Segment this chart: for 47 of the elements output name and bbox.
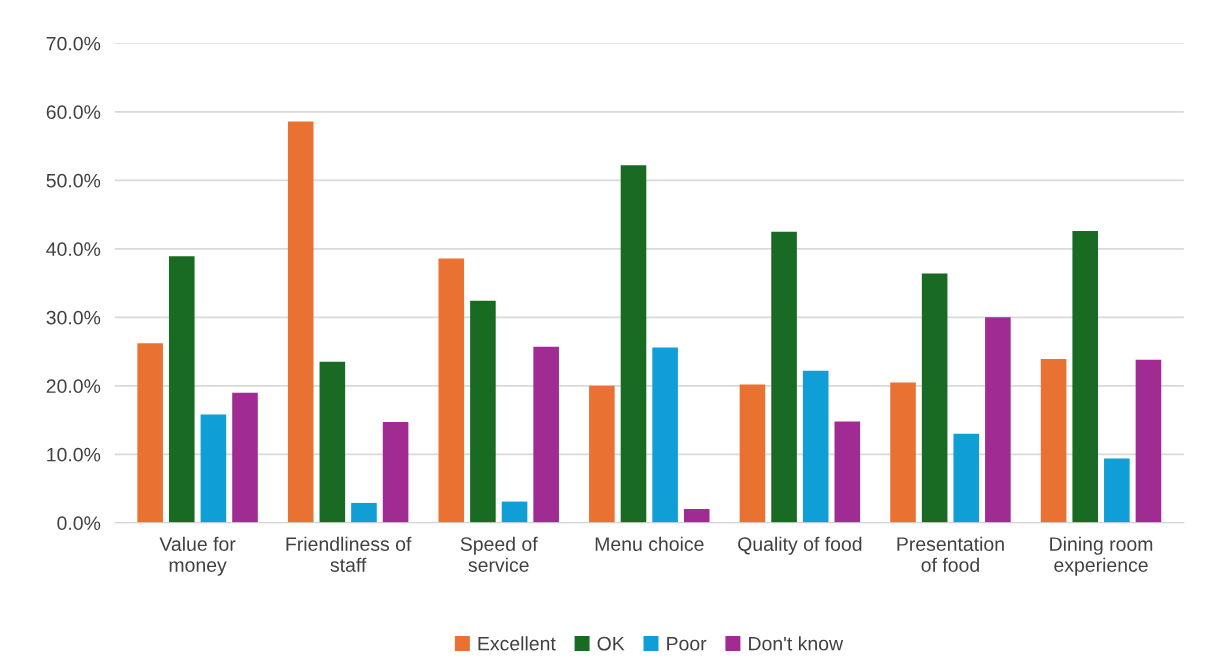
bar	[470, 300, 496, 523]
bar	[1135, 359, 1162, 523]
y-tick-label: 50.0%	[46, 173, 101, 188]
bar	[652, 347, 678, 523]
x-tick-label: Quality of food	[738, 536, 862, 555]
legend-label: Excellent	[478, 636, 556, 651]
legend-label: Poor	[667, 636, 707, 651]
y-tick-label: 70.0%	[46, 36, 101, 51]
bar	[683, 509, 710, 523]
x-tick-label: Presentation of food	[897, 536, 1004, 572]
bar	[834, 421, 861, 523]
y-tick-label: 0.0%	[57, 516, 101, 531]
bar	[351, 502, 377, 523]
bar	[985, 317, 1011, 523]
bar	[1104, 458, 1130, 523]
legend-label: OK	[597, 636, 625, 651]
x-tick-label: Value for money	[159, 536, 236, 576]
bar	[232, 392, 258, 523]
bar	[1072, 230, 1099, 523]
x-tick-label: Menu choice	[595, 536, 704, 551]
bar	[921, 273, 948, 523]
bar	[589, 385, 615, 523]
y-tick-label: 30.0%	[46, 310, 101, 325]
y-tick-label: 60.0%	[46, 105, 101, 120]
bar	[319, 361, 346, 523]
bar	[168, 256, 195, 523]
x-tick-label: Friendliness of staff	[286, 536, 412, 572]
bar	[739, 384, 766, 523]
bar	[200, 414, 227, 523]
y-tick-label: 20.0%	[46, 379, 101, 394]
bar	[382, 422, 409, 523]
bar	[620, 165, 647, 523]
legend-label: Don't know	[749, 636, 844, 651]
bar	[771, 231, 797, 523]
bar	[287, 121, 314, 523]
bar	[533, 346, 559, 523]
x-tick-label: Dining room experience	[1050, 536, 1153, 576]
bar	[438, 258, 465, 523]
bar	[501, 501, 528, 523]
y-tick-label: 10.0%	[47, 447, 101, 462]
bar	[953, 433, 980, 523]
bar	[137, 343, 163, 523]
bar	[802, 370, 829, 523]
bar	[1040, 359, 1067, 523]
bar	[890, 382, 916, 523]
x-tick-label: Speed of service	[460, 536, 538, 572]
y-tick-label: 40.0%	[46, 242, 101, 257]
